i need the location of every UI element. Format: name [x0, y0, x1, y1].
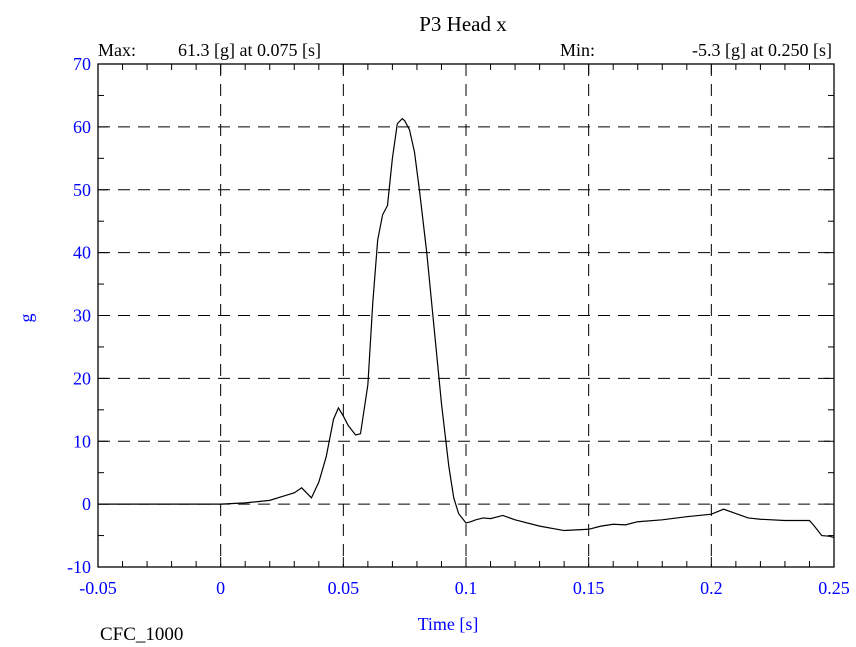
chart-title: P3 Head x [419, 12, 507, 36]
y-tick-label: 60 [73, 117, 91, 137]
x-tick-label: 0.2 [700, 578, 723, 598]
min-label: Min: [560, 40, 595, 60]
filter-class-label: CFC_1000 [100, 624, 183, 645]
tick-labels: -0.05 0 0.05 0.1 0.15 0.2 0.25 -10 0 10 20 30 40 50 60… [67, 54, 850, 598]
max-value-text: 61.3 [g] at 0.075 [s] [178, 40, 321, 60]
y-tick-label: 10 [73, 431, 91, 451]
y-tick-label: 70 [73, 54, 91, 74]
y-axis-label: g [16, 314, 36, 323]
x-tick-label: 0.1 [455, 578, 478, 598]
x-tick-label: 0 [216, 578, 225, 598]
y-tick-label: 20 [73, 368, 91, 388]
x-axis-label: Time [s] [418, 614, 479, 634]
y-tick-label: 0 [82, 494, 91, 514]
series-line [98, 117, 835, 539]
x-tick-label: -0.05 [79, 578, 117, 598]
y-tick-label: 30 [73, 306, 91, 326]
x-tick-label: 0.25 [818, 578, 850, 598]
y-tick-label: 50 [73, 180, 91, 200]
grid-lines [98, 64, 834, 567]
min-value-text: -5.3 [g] at 0.250 [s] [692, 40, 832, 60]
x-tick-label: 0.05 [328, 578, 360, 598]
y-tick-label: -10 [67, 557, 91, 577]
y-tick-label: 40 [73, 243, 91, 263]
max-label: Max: [98, 40, 136, 60]
plot-frame [97, 63, 835, 568]
x-tick-label: 0.15 [573, 578, 605, 598]
